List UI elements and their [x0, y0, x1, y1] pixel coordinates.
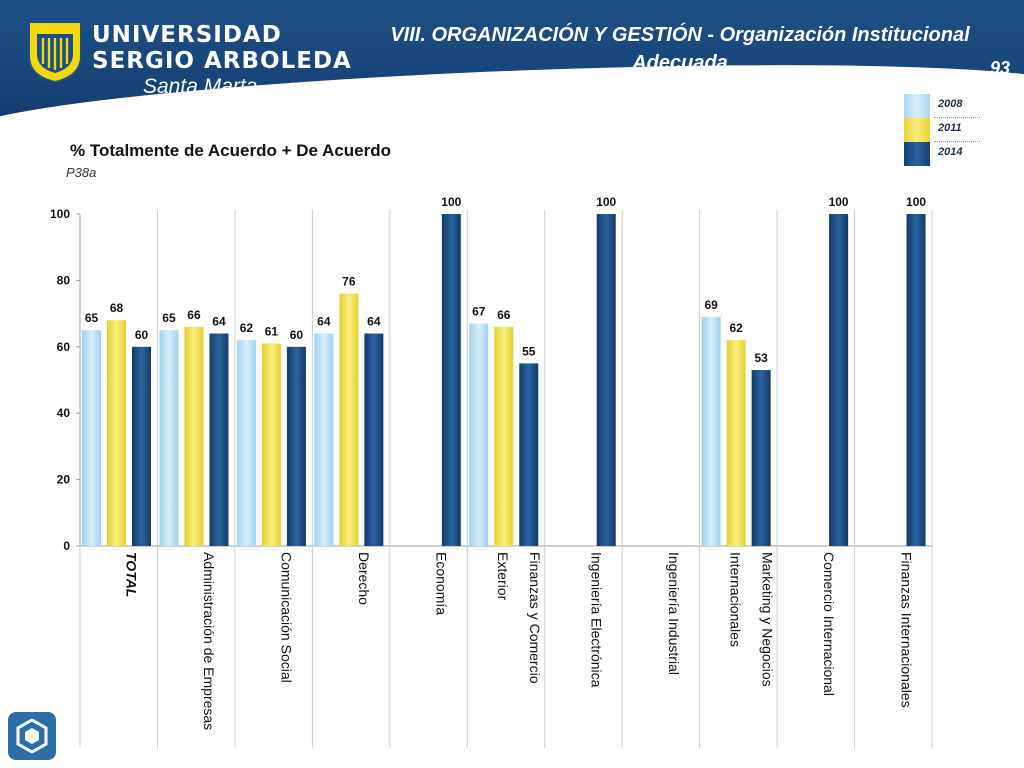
chart-subtitle: P38a: [66, 165, 97, 180]
bar-2011: [184, 326, 204, 546]
bar-2008: [314, 333, 334, 546]
bar-2014: [906, 214, 926, 546]
y-tick-label: 80: [57, 273, 71, 287]
data-label: 55: [522, 344, 536, 358]
data-label: 66: [497, 308, 511, 322]
legend-divider: [934, 141, 980, 142]
x-tick-label: Finanzas Internacionales: [898, 552, 914, 708]
data-label: 100: [441, 195, 461, 209]
data-label: 65: [162, 311, 176, 325]
bar-2011: [107, 320, 126, 546]
bar-2014: [596, 214, 616, 546]
y-tick-label: 40: [57, 406, 71, 420]
x-tick-label: Finanzas y Comercio: [527, 552, 543, 684]
bar-2014: [751, 370, 771, 546]
x-tick-label: Ingeniería Electrónica: [588, 552, 604, 688]
data-label: 76: [342, 275, 356, 289]
data-label: 62: [240, 321, 254, 335]
bar-2011: [339, 293, 359, 546]
slide-title-line2: Adecuada: [632, 52, 728, 74]
data-label: 100: [596, 195, 616, 209]
campus-city: Santa Marta: [143, 75, 258, 98]
x-tick-label: TOTAL: [124, 552, 140, 597]
x-tick-label: Comercio Internacional: [821, 552, 837, 696]
bar-2014: [209, 333, 229, 546]
x-tick-label: Economía: [434, 552, 450, 615]
data-label: 61: [265, 324, 279, 338]
bar-2008: [159, 330, 179, 546]
bar-2014: [519, 363, 539, 546]
x-tick-label: Ingeniería Industrial: [666, 552, 682, 675]
x-tick-label: Internacionales: [727, 552, 743, 647]
data-label: 65: [85, 311, 99, 325]
y-tick-label: 20: [57, 473, 71, 487]
bar-2008: [82, 330, 101, 546]
chart-title: % Totalmente de Acuerdo + De Acuerdo: [70, 141, 392, 160]
legend-swatch-2011: [904, 118, 930, 142]
x-tick-label: Comunicación Social: [279, 552, 295, 683]
legend-swatch-2008: [904, 94, 930, 118]
footer-cube-logo: [8, 712, 56, 760]
bar-2008: [469, 323, 489, 546]
bar-2011: [726, 340, 746, 546]
legend-label-2008: 2008: [938, 98, 963, 110]
data-label: 67: [472, 305, 486, 319]
legend-label-2011: 2011: [938, 122, 962, 134]
bar-2008: [701, 316, 721, 546]
x-tick-label: Derecho: [356, 552, 372, 605]
bar-2011: [494, 326, 514, 546]
legend-item-2008: 2008: [904, 94, 980, 118]
y-tick-label: 100: [50, 207, 70, 221]
x-tick-label: Exterior: [495, 552, 511, 601]
data-label: 60: [135, 328, 149, 342]
legend-item-2011: 2011: [904, 118, 980, 142]
bar-2014: [829, 214, 849, 546]
data-label: 66: [187, 308, 201, 322]
y-tick-label: 60: [57, 340, 71, 354]
chart-legend: 2008 2011 2014: [904, 94, 980, 166]
legend-label-2014: 2014: [938, 146, 963, 158]
data-label: 68: [110, 301, 124, 315]
x-tick-label: Administración de Empresas: [201, 552, 217, 730]
page-number: 93: [989, 58, 1010, 78]
data-label: 62: [729, 321, 743, 335]
data-label: 60: [290, 328, 304, 342]
data-label: 64: [317, 315, 331, 329]
bar-2014: [132, 346, 151, 546]
y-tick-label: 0: [63, 539, 70, 553]
legend-swatch-2014: [904, 142, 930, 166]
bar-2014: [364, 333, 384, 546]
data-label: 100: [906, 195, 926, 209]
bar-2011: [261, 343, 281, 546]
university-name-line1: UNIVERSIDAD: [92, 22, 282, 48]
data-label: 64: [212, 315, 226, 329]
bar-2014: [286, 346, 306, 546]
data-label: 64: [367, 315, 381, 329]
data-label: 100: [829, 195, 849, 209]
x-tick-label: Marketing y Negocios: [759, 552, 775, 687]
data-label: 69: [704, 298, 718, 312]
university-shield-logo: [28, 21, 82, 84]
bar-2008: [236, 340, 256, 546]
university-name-line2: SERGIO ARBOLEDA: [92, 48, 352, 74]
legend-divider: [934, 117, 980, 118]
cube-icon: [16, 718, 48, 754]
bar-2014: [441, 214, 461, 546]
legend-item-2014: 2014: [904, 142, 980, 166]
data-label: 53: [754, 351, 768, 365]
slide-title-line1: VIII. ORGANIZACIÓN Y GESTIÓN - Organizac…: [390, 24, 970, 46]
